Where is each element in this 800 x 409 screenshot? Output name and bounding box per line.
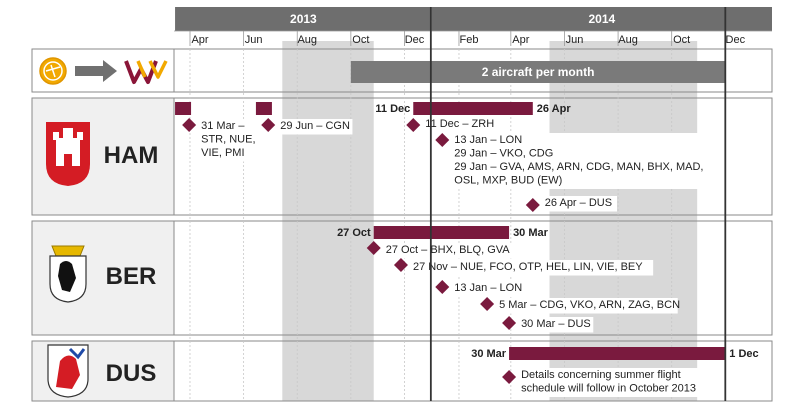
timeline-bar [413, 102, 533, 115]
bar-start-label: 30 Mar [471, 348, 507, 360]
event-marker [406, 118, 421, 132]
month-label: Aug [297, 34, 317, 46]
event-marker [435, 280, 450, 294]
event-label-bg [198, 119, 257, 162]
bar-end-label: 30 Mar [513, 227, 549, 239]
event-label-bg [451, 133, 701, 189]
month-label: Oct [352, 34, 369, 46]
event-marker [182, 118, 197, 132]
month-label: Aug [618, 34, 638, 46]
event-label: 26 Apr – DUS [545, 197, 612, 209]
event-label: 29 Jan – VKO, CDG [454, 148, 553, 160]
berlin-crest [49, 245, 87, 303]
event-marker [525, 198, 540, 212]
timeline-header: 2013 2014 Apr Jun Aug Oct Dec Feb Apr Jun Aug Oct De… [174, 7, 772, 46]
event-label-bg [518, 368, 728, 397]
timeline-bar [255, 102, 272, 115]
event-label-bg [422, 117, 498, 133]
event-label: Details concerning summer flight [521, 369, 681, 381]
bar-start-label: 27 Oct [337, 227, 371, 239]
month-label: Jun [566, 34, 584, 46]
year-label: 2013 [290, 12, 317, 26]
timeline-events: 31 Mar – STR, NUE,VIE, PMI 29 Jun – CGN 11 … [182, 117, 728, 397]
duesseldorf-crest [47, 344, 89, 398]
event-label-bg [277, 119, 353, 135]
month-label: Apr [191, 34, 208, 46]
section-label-box [31, 220, 175, 336]
city-label: HAM [104, 142, 159, 169]
banner-bar [350, 61, 726, 83]
event-label: 30 Mar – DUS [521, 318, 591, 330]
month-label: Oct [673, 34, 690, 46]
section-logos: HAM BER DUS [39, 57, 168, 398]
event-label: VIE, PMI [201, 147, 244, 159]
event-label: 27 Oct – BHX, BLQ, GVA [386, 244, 511, 256]
event-label: 27 Nov – NUE, FCO, OTP, HEL, LIN, VIE, B… [413, 261, 643, 273]
event-marker [366, 241, 381, 255]
bar-end-label: 26 Apr [537, 103, 572, 115]
month-label: Jun [245, 34, 263, 46]
event-label: 13 Jan – LON [454, 134, 522, 146]
event-label: 29 Jan – GVA, AMS, ARN, CDG, MAN, BHX, M… [454, 161, 703, 173]
month-label: Feb [459, 34, 478, 46]
city-label: DUS [106, 360, 157, 387]
event-label: 5 Mar – CDG, VKO, ARN, ZAG, BCN [499, 299, 680, 311]
event-label-bg [451, 281, 527, 297]
event-label-bg [518, 317, 594, 333]
event-label: 29 Jun – CGN [280, 120, 350, 132]
event-label: STR, NUE, [201, 134, 255, 146]
timeline-bar [175, 102, 192, 115]
arrow-icon [75, 60, 117, 82]
timeline-bar [509, 347, 726, 360]
event-marker [502, 316, 517, 330]
event-label-bg [541, 196, 618, 212]
timeline-bar [373, 226, 510, 239]
event-label: 13 Jan – LON [454, 282, 522, 294]
event-label-bg [409, 260, 654, 276]
section-frame [173, 48, 773, 93]
event-label: schedule will follow in October 2013 [521, 383, 696, 395]
year-label: 2014 [589, 12, 616, 26]
lufthansa-logo [39, 57, 67, 85]
milestone-lines [429, 7, 727, 401]
month-label: Apr [512, 34, 529, 46]
event-label: 11 Dec – ZRH [425, 118, 494, 130]
event-marker [502, 370, 517, 384]
event-marker [393, 258, 408, 272]
event-marker [261, 118, 276, 132]
event-marker [480, 297, 495, 311]
event-label-bg [496, 298, 678, 314]
city-label: BER [106, 263, 157, 290]
event-label: 31 Mar – [201, 120, 245, 132]
event-label-bg [382, 243, 514, 259]
year-band [431, 7, 772, 31]
banner-label: 2 aircraft per month [482, 65, 595, 79]
year-band [175, 7, 432, 31]
month-label: Dec [405, 34, 425, 46]
bar-start-label: 11 Dec [375, 103, 410, 115]
month-label: Dec [726, 34, 746, 46]
event-label: OSL, MXP, BUD (EW) [454, 175, 562, 187]
hamburg-crest [46, 122, 90, 186]
timeline-bars: 2 aircraft per month 11 Dec 26 Apr 27 Oct 30… [175, 61, 759, 360]
bar-end-label: 1 Dec [729, 348, 758, 360]
event-marker [435, 133, 450, 147]
germanwings-logo [124, 60, 168, 84]
